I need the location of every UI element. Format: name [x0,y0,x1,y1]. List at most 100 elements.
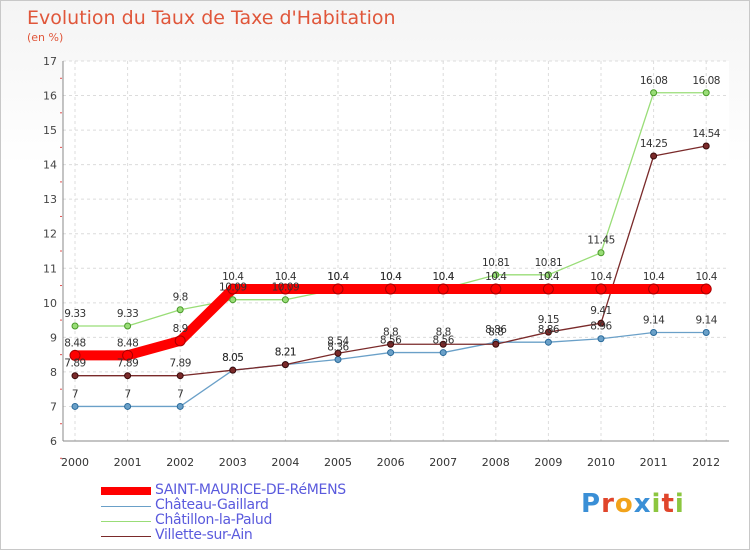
data-point [71,322,79,330]
data-point [597,335,605,343]
data-point [544,271,552,279]
data-point [702,142,710,150]
data-point [229,296,237,304]
data-label: 7.89 [117,358,138,370]
data-label: 10.4 [485,271,507,283]
y-tick-label: 12 [43,228,57,241]
data-label: 16.08 [692,75,720,87]
data-label: 10.4 [696,271,718,283]
data-label: 8.86 [538,324,560,336]
data-point [122,349,134,361]
logo-letter: i [651,489,662,519]
data-label: 10.4 [327,271,349,283]
data-label: 9.14 [696,315,718,327]
plot-area [63,61,729,441]
x-tick-label: 2000 [61,456,89,469]
data-label: 8.56 [380,335,402,347]
data-point [700,283,712,295]
data-label: 10.4 [275,271,297,283]
y-tick-label: 11 [43,262,57,275]
chart-title: Evolution du Taux de Taxe d'Habitation [27,7,396,29]
data-label: 8.8 [436,326,451,338]
data-point [332,283,344,295]
data-label: 10.09 [219,282,247,294]
data-point [650,152,658,160]
x-tick-label: 2007 [429,456,457,469]
data-point [124,402,132,410]
data-label: 10.81 [482,257,510,269]
data-point [176,372,184,380]
y-tick-label: 15 [43,124,57,137]
data-label: 8.96 [590,321,612,333]
y-tick-label: 10 [43,297,57,310]
data-point [281,296,289,304]
data-point [439,349,447,357]
data-label: 8.54 [327,335,349,347]
data-label: 7 [72,388,78,400]
data-point [437,283,449,295]
data-point [702,89,710,97]
data-point [492,271,500,279]
x-tick-label: 2005 [324,456,352,469]
data-point [702,329,710,337]
unit-label: (en %) [27,31,64,44]
x-tick-label: 2002 [166,456,194,469]
logo-letter: t [661,489,675,519]
y-tick-label: 9 [50,331,57,344]
data-label: 9.33 [64,308,85,320]
data-label: 8.86 [485,324,507,336]
data-label: 10.4 [222,271,244,283]
data-label: 8.56 [433,335,455,347]
data-point [387,349,395,357]
data-point [648,283,660,295]
logo-letter: P [581,489,602,519]
data-point [387,340,395,348]
y-tick-label: 7 [50,400,57,413]
data-label: 8.21 [275,347,296,359]
data-point [124,322,132,330]
data-label: 16.08 [640,75,668,87]
data-label: 8.8 [383,326,398,338]
legend-swatch-chatillon [101,521,151,522]
legend-swatch-villette [101,536,151,537]
x-tick-label: 2009 [534,456,562,469]
x-tick-label: 2006 [377,456,405,469]
data-label: 10.4 [643,271,665,283]
x-tick-label: 2004 [271,456,299,469]
data-label: 9.15 [538,314,559,326]
data-point [334,349,342,357]
legend-label-saint-maurice: SAINT-MAURICE-DE-RéMENS [155,482,346,498]
data-label: 10.4 [380,271,402,283]
data-label: 7 [177,388,183,400]
data-point [229,366,237,374]
data-label: 8.48 [117,337,138,349]
y-tick-label: 13 [43,193,57,206]
data-label: 9.41 [590,305,611,317]
y-tick-label: 14 [43,159,57,172]
data-label: 8.9 [173,323,188,335]
data-label: 10.4 [590,271,612,283]
data-label: 7 [125,388,131,400]
x-tick-label: 2001 [114,456,142,469]
y-tick-label: 16 [43,90,57,103]
data-label: 10.4 [327,271,349,283]
data-point [650,89,658,97]
data-point [385,283,397,295]
data-label: 7.89 [170,358,191,370]
x-tick-label: 2010 [587,456,615,469]
logo-letter: o [614,489,634,519]
data-label: 8.05 [222,352,243,364]
data-label: 9.14 [643,315,665,327]
data-label: 10.4 [538,271,560,283]
data-label: 11.45 [587,235,615,247]
data-label: 14.54 [692,128,720,140]
legend-label-chatillon: Châtillon-la-Palud [155,512,273,528]
data-label: 8.48 [64,337,85,349]
data-label: 8.36 [327,341,349,353]
data-label: 14.25 [640,138,668,150]
data-point [176,306,184,314]
data-point [124,372,132,380]
data-point [281,361,289,369]
